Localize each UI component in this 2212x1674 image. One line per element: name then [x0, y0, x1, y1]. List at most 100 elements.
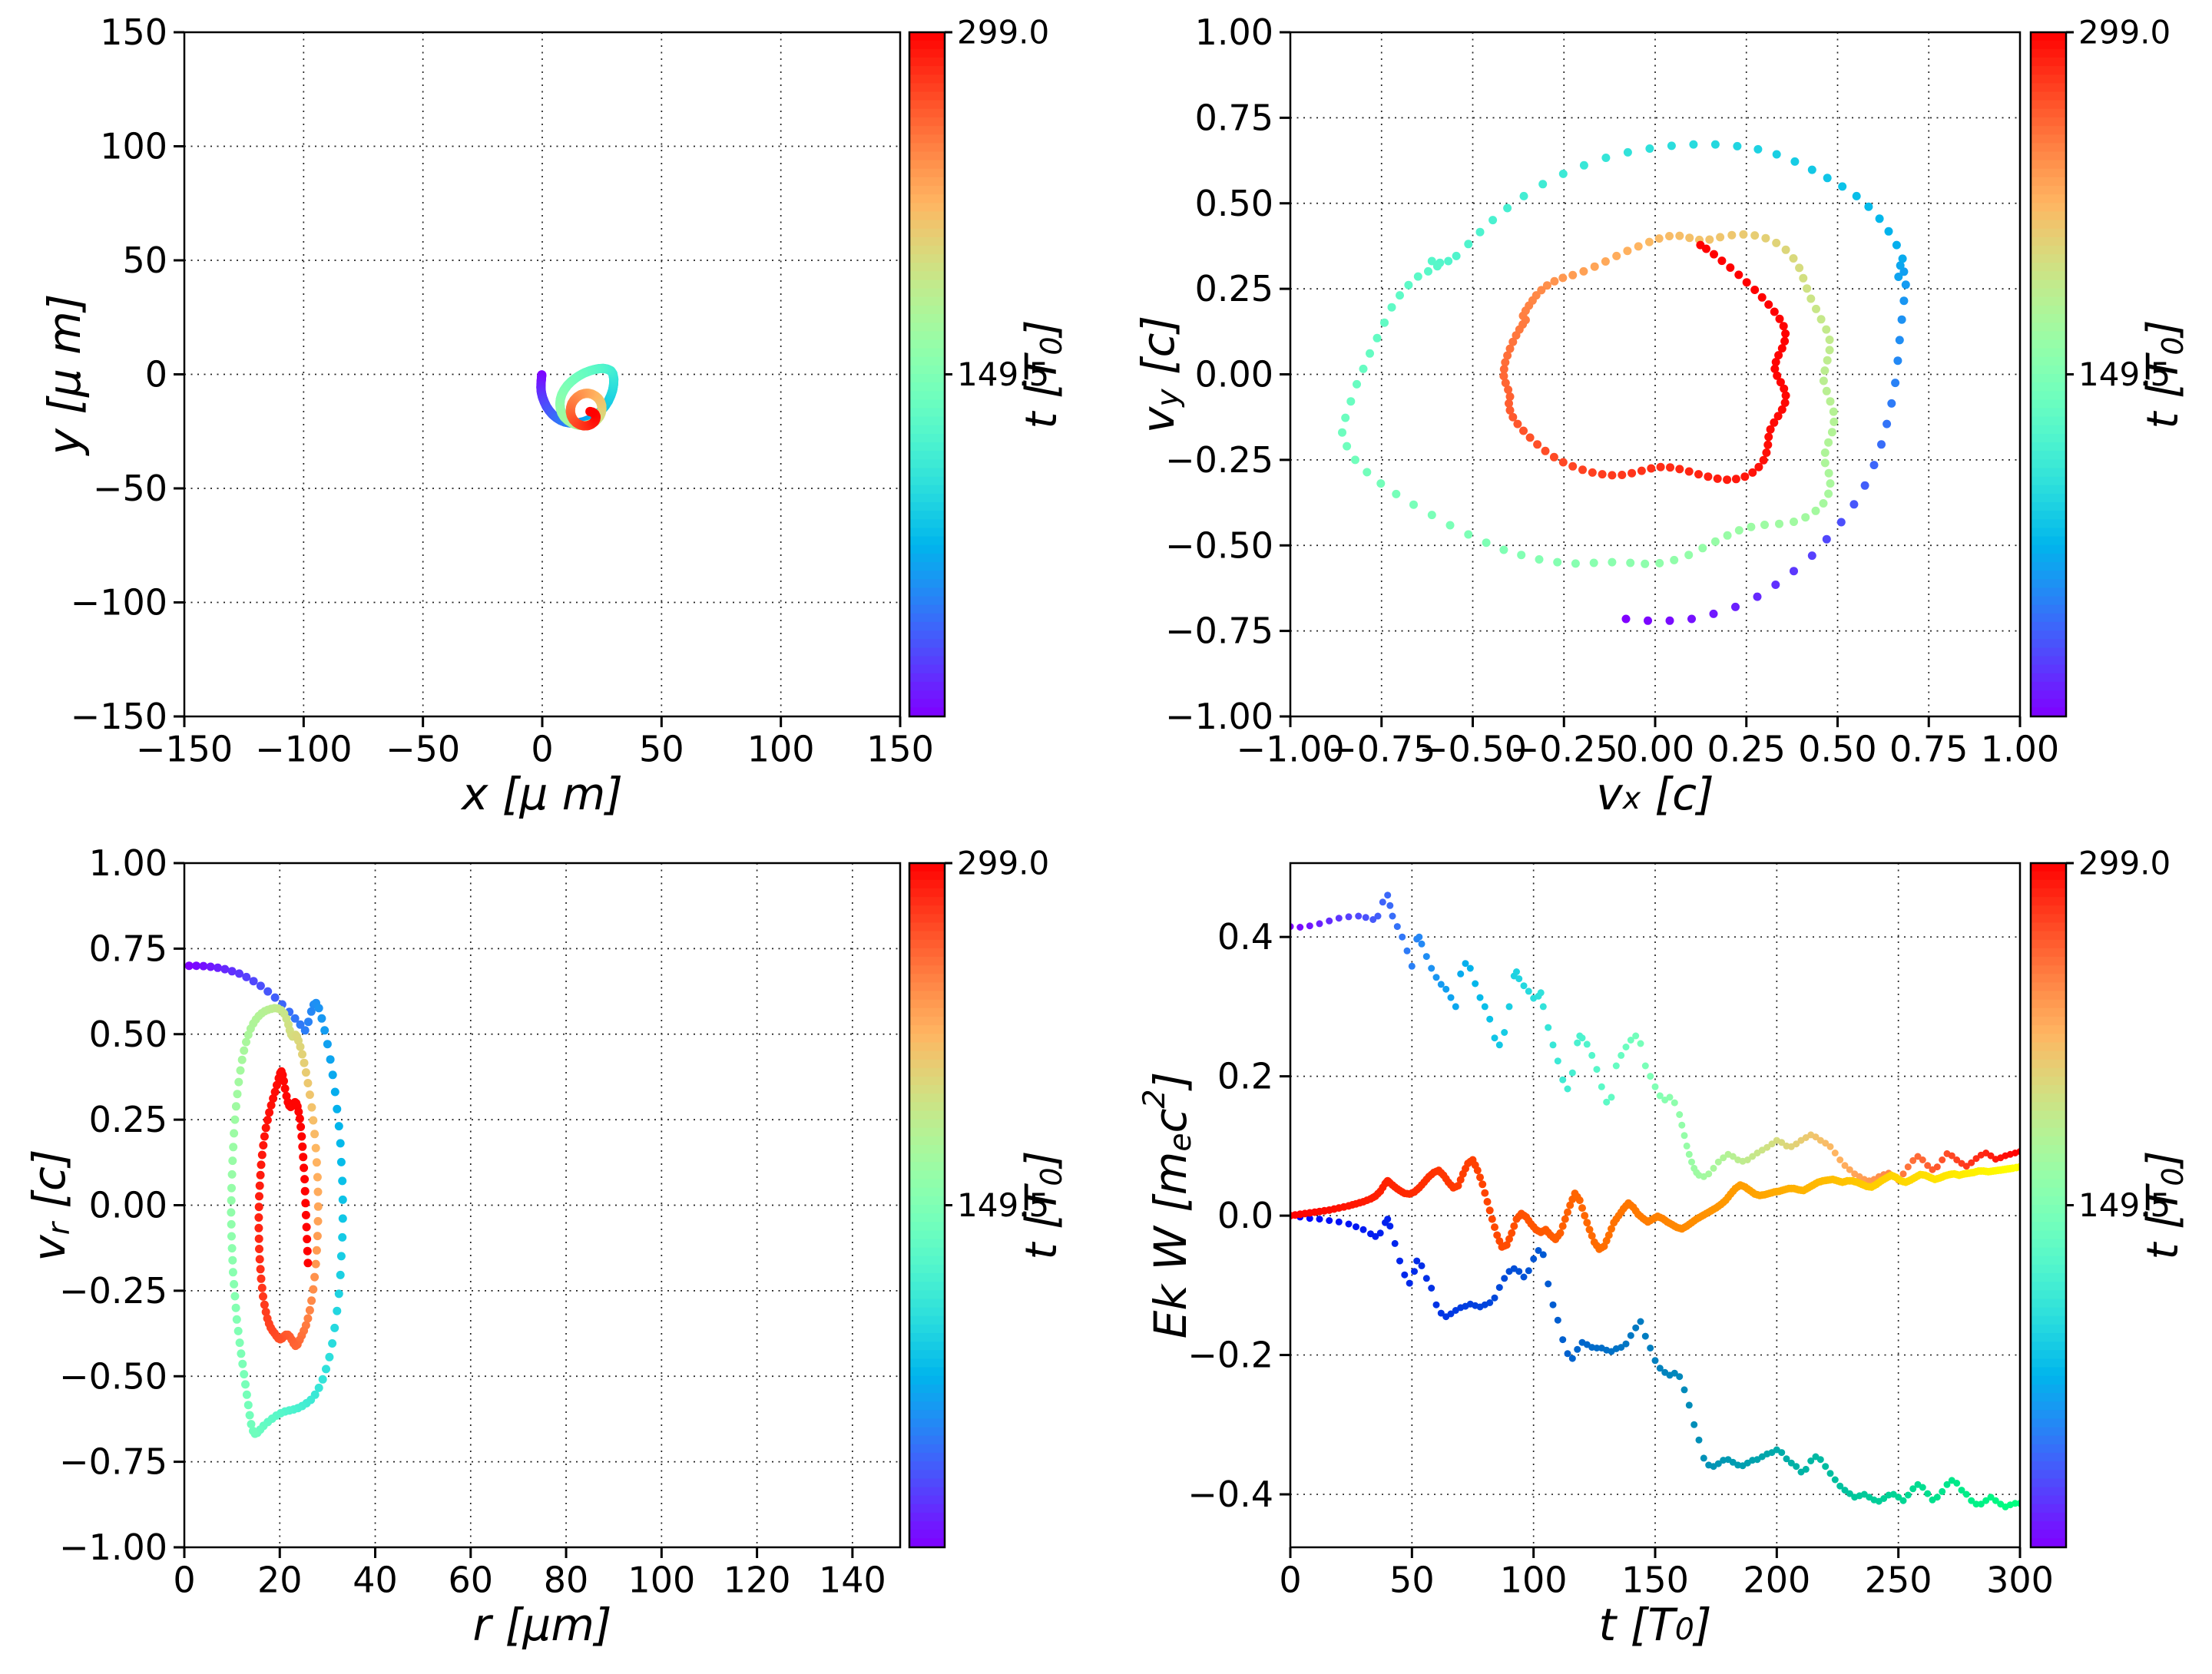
- colorbar-xy: 299.0 149.5t [T0]: [908, 14, 1069, 718]
- ytick-label: −100: [71, 582, 167, 624]
- tick-labels-ekw: 0 50 100 150 200 250 300 0.4 0.2 0.0 −0.2 −0.4: [1187, 916, 2054, 1600]
- tick-labels-xy: −150 −100 −50 0 50 100 150 150 100 50 0 −50 −100 −150: [71, 12, 934, 769]
- colorbar-tick-label: 149.5: [2078, 356, 2171, 393]
- ylabel-ekw: Ek W [mec2]: [1137, 1072, 1198, 1338]
- xtick-label: −1.00: [1237, 728, 1345, 769]
- ticks-rvr: [174, 862, 854, 1558]
- panel-rvr: 0 20 40 60 80 100 120 140 1.00 0.75 0.50 0.25 0.00 −0…: [23, 842, 1068, 1651]
- ylabel-rvr: vr [c]: [23, 1149, 77, 1261]
- ticks-xy: [174, 31, 902, 727]
- ytick-label: 0.75: [1195, 97, 1273, 138]
- ytick-label: 100: [100, 126, 167, 167]
- xtick-label: 60: [449, 1559, 494, 1600]
- ytick-label: 0.4: [1217, 916, 1273, 958]
- colorbar-ekw: 299.0 149.5t [T0]: [2029, 845, 2190, 1549]
- xtick-label: 40: [353, 1559, 398, 1600]
- xlabel-vxvy: vx [c]: [1596, 768, 1714, 820]
- xtick-label: −50: [386, 728, 460, 769]
- colorbar-label-xy: t [T0]: [1017, 320, 1069, 429]
- xtick-label: 0.75: [1889, 728, 1968, 769]
- energy-upper: [1290, 892, 2020, 1185]
- colorbar-tick-label: 149.5: [957, 356, 1049, 393]
- xtick-label: 150: [866, 728, 934, 769]
- ytick-label: −0.4: [1187, 1474, 1273, 1515]
- ytick-label: −0.2: [1187, 1335, 1273, 1376]
- ytick-label: 0.00: [89, 1185, 167, 1226]
- ytick-label: 0.2: [1217, 1056, 1273, 1097]
- series-group-ekw: [1290, 892, 2020, 1510]
- xtick-label: 1.00: [1981, 728, 2059, 769]
- xtick-label: −150: [136, 728, 233, 769]
- colorbar-tick-label: 299.0: [2078, 14, 2171, 51]
- xtick-label: −0.50: [1419, 728, 1527, 769]
- ylabel-vxvy: vy [c]: [1132, 316, 1186, 433]
- colorbar-vxvy: 299.0 149.5t [T0]: [2029, 14, 2190, 718]
- xtick-label: −100: [255, 728, 352, 769]
- colorbar-label-rvr: t [T0]: [1017, 1151, 1069, 1260]
- ytick-label: 0.75: [89, 928, 167, 969]
- grid-vxvy: [1290, 32, 2020, 716]
- ytick-label: 1.00: [1195, 12, 1273, 53]
- colorbar-tick-label: 149.5: [2078, 1186, 2171, 1224]
- ytick-label: −0.75: [59, 1441, 167, 1483]
- grid-ekw: [1290, 863, 2020, 1547]
- ytick-label: 0: [145, 354, 167, 395]
- ytick-label: −0.50: [1165, 524, 1273, 566]
- xtick-label: 20: [257, 1559, 303, 1600]
- colorbar-rvr: 299.0 149.5t [T0]: [908, 845, 1069, 1549]
- ytick-label: 1.00: [89, 842, 167, 884]
- ytick-label: 0.25: [1195, 268, 1273, 309]
- xtick-label: −0.75: [1327, 728, 1435, 769]
- xtick-label: 80: [544, 1559, 589, 1600]
- grid-rvr: [184, 863, 900, 1547]
- xtick-label: 300: [1986, 1559, 2054, 1600]
- xtick-label: 0: [531, 728, 553, 769]
- colorbar-tick-label: 149.5: [957, 1186, 1049, 1224]
- panel-vxvy: −1.00−0.75−0.50−0.250.00 0.25 0.50 0.75 1.00…: [1132, 12, 2190, 820]
- ytick-label: −1.00: [59, 1527, 167, 1568]
- xtick-label: 150: [1621, 1559, 1689, 1600]
- xtick-label: 50: [1389, 1559, 1435, 1600]
- colorbar-label-ekw: t [T0]: [2138, 1151, 2190, 1260]
- colorbar-tick-label: 299.0: [2078, 845, 2171, 882]
- panel-ekw: 0 50 100 150 200 250 300 0.4 0.2 0.0 −0.2 −0.4 t [T0…: [1137, 845, 2190, 1652]
- xtick-label: 100: [628, 1559, 695, 1600]
- colorbar-label-vxvy: t [T0]: [2138, 320, 2190, 429]
- xtick-label: 120: [724, 1559, 791, 1600]
- xtick-label: 0.25: [1707, 728, 1786, 769]
- particle-trajectory-rvr: [184, 961, 347, 1438]
- xtick-label: 50: [639, 728, 684, 769]
- ytick-label: 0.0: [1217, 1195, 1273, 1236]
- ytick-label: −0.25: [1165, 439, 1273, 481]
- xtick-label: 250: [1865, 1559, 1932, 1600]
- ytick-label: −50: [93, 468, 167, 509]
- energy-lower: [1290, 1212, 2020, 1510]
- panel-xy: −150 −100 −50 0 50 100 150150100500−50−100−150…: [38, 12, 1068, 820]
- xtick-label: 200: [1743, 1559, 1810, 1600]
- xlabel-rvr: r [μm]: [473, 1599, 612, 1651]
- ytick-label: −0.50: [59, 1355, 167, 1397]
- xlabel-xy: x [μ m]: [460, 768, 623, 820]
- ticks-ekw: [1280, 935, 2022, 1558]
- ylabel-xy: y [μ m]: [38, 294, 91, 457]
- xtick-label: 0.50: [1798, 728, 1876, 769]
- colorbar-tick-label: 299.0: [957, 845, 1049, 882]
- ytick-label: −150: [71, 696, 167, 737]
- ytick-label: 150: [100, 12, 167, 53]
- particle-trajectory-xy: [536, 363, 619, 431]
- xtick-label: −0.25: [1510, 728, 1618, 769]
- ytick-label: 0.50: [89, 1014, 167, 1055]
- ytick-label: 50: [122, 240, 167, 281]
- xtick-label: 100: [1500, 1559, 1568, 1600]
- colorbar-tick-label: 299.0: [957, 14, 1049, 51]
- particle-trajectory-vxvy: [1338, 140, 1910, 625]
- xtick-label: 0: [1279, 1559, 1301, 1600]
- tick-labels-rvr: 0 20 40 60 80 100 120 140 1.00 0.75 0.50 0.25 0.00 −0…: [59, 842, 886, 1600]
- ytick-label: 0.50: [1195, 183, 1273, 224]
- ytick-label: 0.00: [1195, 354, 1273, 395]
- series-group-vxvy: [1338, 140, 1910, 625]
- series-group-xy: [536, 363, 619, 431]
- xlabel-ekw: t [T0]: [1599, 1599, 1712, 1651]
